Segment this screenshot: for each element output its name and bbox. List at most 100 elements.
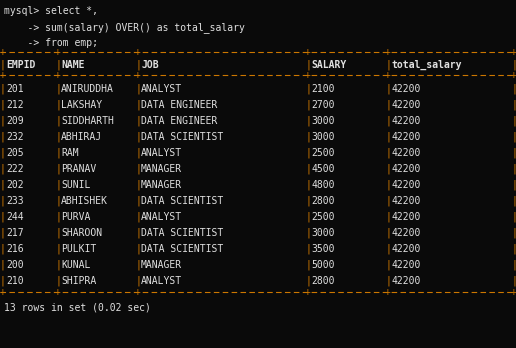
Text: |: | <box>55 276 61 286</box>
Text: |: | <box>0 84 6 95</box>
Text: |: | <box>0 180 6 190</box>
Text: 222: 222 <box>6 164 24 174</box>
Text: |: | <box>55 212 61 222</box>
Text: +: + <box>305 70 311 80</box>
Text: |: | <box>385 100 391 111</box>
Text: 2500: 2500 <box>311 148 334 158</box>
Text: 42200: 42200 <box>391 260 421 270</box>
Text: ANIRUDDHA: ANIRUDDHA <box>61 84 114 94</box>
Text: +: + <box>385 70 391 80</box>
Text: -> sum(salary) OVER() as total_salary: -> sum(salary) OVER() as total_salary <box>4 22 245 33</box>
Text: 200: 200 <box>6 260 24 270</box>
Text: |: | <box>0 164 6 174</box>
Text: |: | <box>55 84 61 95</box>
Text: +: + <box>55 287 61 297</box>
Text: +: + <box>0 70 6 80</box>
Text: |: | <box>385 244 391 254</box>
Text: |: | <box>385 148 391 158</box>
Text: +: + <box>305 287 311 297</box>
Text: RAM: RAM <box>61 148 78 158</box>
Text: 216: 216 <box>6 244 24 254</box>
Text: |: | <box>55 60 61 71</box>
Text: ABHIRAJ: ABHIRAJ <box>61 132 102 142</box>
Text: |: | <box>305 164 311 174</box>
Text: |: | <box>135 132 141 142</box>
Text: 3000: 3000 <box>311 228 334 238</box>
Text: KUNAL: KUNAL <box>61 260 90 270</box>
Text: |: | <box>385 84 391 95</box>
Text: |: | <box>305 196 311 206</box>
Text: |: | <box>135 276 141 286</box>
Text: |: | <box>305 60 311 71</box>
Text: |: | <box>511 84 516 95</box>
Text: 209: 209 <box>6 116 24 126</box>
Text: |: | <box>385 212 391 222</box>
Text: |: | <box>135 244 141 254</box>
Text: +: + <box>385 47 391 57</box>
Text: DATA SCIENTIST: DATA SCIENTIST <box>141 228 223 238</box>
Text: 205: 205 <box>6 148 24 158</box>
Text: |: | <box>305 260 311 270</box>
Text: |: | <box>305 84 311 95</box>
Text: |: | <box>55 164 61 174</box>
Text: 2800: 2800 <box>311 276 334 286</box>
Text: |: | <box>511 276 516 286</box>
Text: |: | <box>305 228 311 238</box>
Text: 232: 232 <box>6 132 24 142</box>
Text: |: | <box>0 244 6 254</box>
Text: |: | <box>55 180 61 190</box>
Text: ANALYST: ANALYST <box>141 276 182 286</box>
Text: |: | <box>305 276 311 286</box>
Text: |: | <box>305 244 311 254</box>
Text: |: | <box>135 196 141 206</box>
Text: DATA SCIENTIST: DATA SCIENTIST <box>141 196 223 206</box>
Text: +: + <box>55 70 61 80</box>
Text: |: | <box>55 116 61 127</box>
Text: PRANAV: PRANAV <box>61 164 96 174</box>
Text: |: | <box>55 260 61 270</box>
Text: |: | <box>135 148 141 158</box>
Text: |: | <box>135 84 141 95</box>
Text: 42200: 42200 <box>391 244 421 254</box>
Text: |: | <box>55 244 61 254</box>
Text: 2800: 2800 <box>311 196 334 206</box>
Text: +: + <box>511 47 516 57</box>
Text: +: + <box>135 287 141 297</box>
Text: |: | <box>511 60 516 71</box>
Text: |: | <box>0 116 6 127</box>
Text: ANALYST: ANALYST <box>141 84 182 94</box>
Text: |: | <box>385 196 391 206</box>
Text: |: | <box>305 148 311 158</box>
Text: |: | <box>0 60 6 71</box>
Text: +: + <box>135 70 141 80</box>
Text: 202: 202 <box>6 180 24 190</box>
Text: +: + <box>305 47 311 57</box>
Text: |: | <box>511 244 516 254</box>
Text: 42200: 42200 <box>391 228 421 238</box>
Text: LAKSHAY: LAKSHAY <box>61 100 102 110</box>
Text: PULKIT: PULKIT <box>61 244 96 254</box>
Text: 3000: 3000 <box>311 132 334 142</box>
Text: |: | <box>385 132 391 142</box>
Text: |: | <box>305 212 311 222</box>
Text: |: | <box>385 276 391 286</box>
Text: 2100: 2100 <box>311 84 334 94</box>
Text: EMPID: EMPID <box>6 60 36 70</box>
Text: |: | <box>511 180 516 190</box>
Text: +: + <box>0 47 6 57</box>
Text: |: | <box>0 212 6 222</box>
Text: 42200: 42200 <box>391 100 421 110</box>
Text: MANAGER: MANAGER <box>141 260 182 270</box>
Text: +: + <box>0 287 6 297</box>
Text: 42200: 42200 <box>391 196 421 206</box>
Text: 233: 233 <box>6 196 24 206</box>
Text: MANAGER: MANAGER <box>141 180 182 190</box>
Text: +: + <box>511 287 516 297</box>
Text: |: | <box>511 100 516 111</box>
Text: 5000: 5000 <box>311 260 334 270</box>
Text: 42200: 42200 <box>391 276 421 286</box>
Text: |: | <box>55 228 61 238</box>
Text: PURVA: PURVA <box>61 212 90 222</box>
Text: DATA SCIENTIST: DATA SCIENTIST <box>141 132 223 142</box>
Text: |: | <box>55 196 61 206</box>
